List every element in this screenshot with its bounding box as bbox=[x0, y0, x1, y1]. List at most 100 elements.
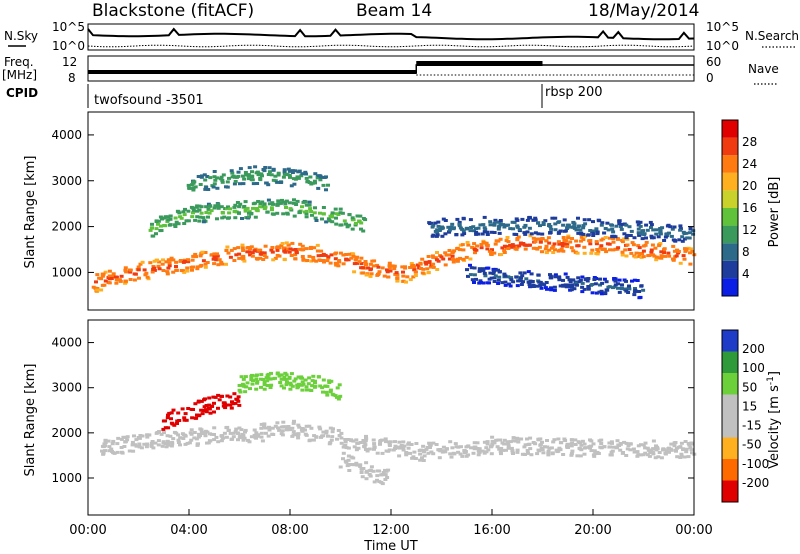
scatter-cell bbox=[189, 438, 194, 442]
scatter-cell bbox=[321, 390, 325, 394]
scatter-cell bbox=[380, 482, 385, 486]
scatter-cell bbox=[420, 271, 425, 275]
scatter-cell bbox=[476, 226, 481, 230]
scatter-cell bbox=[441, 445, 446, 449]
scatter-cell bbox=[453, 442, 458, 446]
nave-tick-60: 60 bbox=[706, 55, 721, 69]
scatter-cell bbox=[446, 225, 451, 229]
scatter-cell bbox=[240, 246, 245, 250]
scatter-cell bbox=[603, 227, 608, 230]
scatter-cell bbox=[563, 283, 568, 287]
scatter-cell bbox=[610, 441, 614, 445]
scatter-cell bbox=[333, 394, 338, 398]
scatter-cell bbox=[633, 288, 638, 292]
scatter-cell bbox=[150, 270, 155, 274]
scatter-cell bbox=[324, 220, 329, 224]
scatter-cell bbox=[262, 383, 267, 387]
scatter-cell bbox=[300, 172, 305, 176]
scatter-cell bbox=[611, 230, 616, 234]
scatter-cell bbox=[519, 242, 524, 246]
scatter-cell bbox=[165, 434, 170, 438]
scatter-cell bbox=[318, 178, 323, 182]
scatter-cell bbox=[199, 174, 204, 178]
scatter-cell bbox=[590, 229, 595, 233]
scatter-cell bbox=[565, 245, 570, 249]
velocity-colorbar-label: Velocity [m s-1] bbox=[766, 371, 782, 469]
scatter-cell bbox=[140, 260, 145, 264]
velocity-colorbar-tick-label: 200 bbox=[742, 342, 765, 356]
scatter-cell bbox=[239, 428, 244, 432]
scatter-cell bbox=[245, 250, 250, 254]
scatter-cell bbox=[616, 286, 620, 290]
scatter-cell bbox=[380, 438, 385, 442]
scatter-cell bbox=[330, 392, 335, 396]
scatter-cell bbox=[401, 279, 406, 283]
scatter-cell bbox=[548, 274, 553, 278]
scatter-cell bbox=[408, 278, 413, 282]
scatter-cell bbox=[544, 251, 549, 255]
scatter-cell bbox=[590, 248, 595, 252]
scatter-cell bbox=[313, 216, 318, 220]
scatter-cell bbox=[156, 222, 160, 226]
scatter-cell bbox=[383, 478, 388, 481]
scatter-cell bbox=[324, 431, 329, 435]
scatter-cell bbox=[458, 226, 463, 230]
scatter-cell bbox=[271, 202, 275, 206]
scatter-cell bbox=[516, 235, 521, 239]
scatter-cell bbox=[136, 268, 141, 272]
scatter-cell bbox=[401, 440, 406, 444]
scatter-cell bbox=[321, 434, 326, 438]
power-colorbar-color-step bbox=[722, 190, 738, 208]
scatter-cell bbox=[510, 243, 515, 247]
scatter-cell bbox=[189, 428, 194, 432]
scatter-cell bbox=[511, 436, 516, 440]
scatter-cell bbox=[185, 266, 190, 270]
scatter-cell bbox=[195, 209, 199, 213]
scatter-cell bbox=[657, 244, 662, 248]
scatter-cell bbox=[469, 226, 474, 229]
scatter-cell bbox=[214, 435, 219, 439]
scatter-cell bbox=[171, 408, 176, 412]
scatter-cell bbox=[595, 450, 600, 454]
scatter-cell bbox=[447, 253, 452, 257]
scatter-cell bbox=[600, 248, 605, 251]
scatter-cell bbox=[576, 231, 581, 235]
scatter-cell bbox=[262, 254, 267, 258]
scatter-cell bbox=[498, 219, 503, 222]
scatter-cell bbox=[100, 274, 105, 278]
scatter-cell bbox=[107, 269, 112, 273]
scatter-cell bbox=[667, 254, 672, 258]
scatter-cell bbox=[116, 436, 121, 440]
scatter-cell bbox=[598, 246, 603, 250]
scatter-cell bbox=[266, 183, 271, 187]
scatter-cell bbox=[229, 248, 234, 252]
scatter-cell bbox=[546, 236, 551, 240]
scatter-cell bbox=[524, 277, 529, 281]
scatter-cell bbox=[680, 239, 685, 243]
scatter-cell bbox=[303, 170, 308, 174]
scatter-cell bbox=[173, 216, 178, 220]
scatter-cell bbox=[377, 270, 382, 274]
scatter-cell bbox=[404, 451, 409, 454]
scatter-cell bbox=[259, 251, 264, 255]
scatter-cell bbox=[643, 451, 648, 455]
scatter-cell bbox=[546, 451, 551, 455]
scatter-cell bbox=[472, 229, 477, 233]
scatter-cell bbox=[187, 441, 192, 445]
scatter-cell bbox=[132, 434, 136, 438]
scatter-cell bbox=[663, 235, 668, 239]
cpid-program-1: twofsound -3501 bbox=[94, 93, 204, 108]
scatter-cell bbox=[507, 282, 511, 286]
scatter-cell bbox=[600, 221, 605, 225]
scatter-cell bbox=[219, 205, 224, 209]
scatter-cell bbox=[207, 403, 212, 407]
scatter-cell bbox=[300, 205, 304, 209]
scatter-cell bbox=[299, 174, 304, 178]
scatter-cell bbox=[107, 449, 112, 453]
scatter-cell bbox=[214, 258, 219, 262]
scatter-cell bbox=[169, 421, 174, 425]
scatter-cell bbox=[234, 397, 239, 401]
scatter-cell bbox=[645, 228, 650, 232]
scatter-cell bbox=[100, 449, 104, 453]
scatter-cell bbox=[506, 446, 511, 450]
